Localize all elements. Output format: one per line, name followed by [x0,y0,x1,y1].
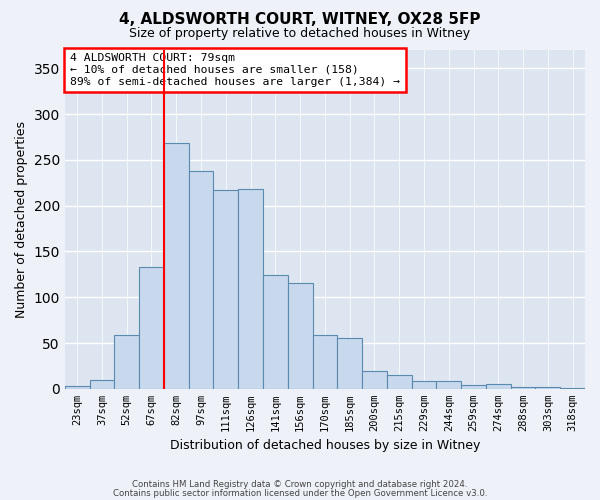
Text: Contains public sector information licensed under the Open Government Licence v3: Contains public sector information licen… [113,488,487,498]
Bar [486,384,511,389]
Bar [313,335,337,389]
Bar [214,190,238,389]
Bar [164,144,188,389]
Text: Contains HM Land Registry data © Crown copyright and database right 2024.: Contains HM Land Registry data © Crown c… [132,480,468,489]
X-axis label: Distribution of detached houses by size in Witney: Distribution of detached houses by size … [170,440,480,452]
Bar [535,387,560,389]
Bar [288,282,313,389]
Bar [238,189,263,389]
Bar [511,387,535,389]
Bar [65,386,89,389]
Bar [115,335,139,389]
Y-axis label: Number of detached properties: Number of detached properties [15,121,28,318]
Bar [139,267,164,389]
Bar [387,375,412,389]
Text: Size of property relative to detached houses in Witney: Size of property relative to detached ho… [130,28,470,40]
Bar [436,380,461,389]
Bar [412,380,436,389]
Bar [362,372,387,389]
Bar [188,171,214,389]
Bar [89,380,115,389]
Bar [263,276,288,389]
Bar [560,388,585,389]
Text: 4, ALDSWORTH COURT, WITNEY, OX28 5FP: 4, ALDSWORTH COURT, WITNEY, OX28 5FP [119,12,481,28]
Text: 4 ALDSWORTH COURT: 79sqm
← 10% of detached houses are smaller (158)
89% of semi-: 4 ALDSWORTH COURT: 79sqm ← 10% of detach… [70,54,400,86]
Bar [337,338,362,389]
Bar [461,385,486,389]
